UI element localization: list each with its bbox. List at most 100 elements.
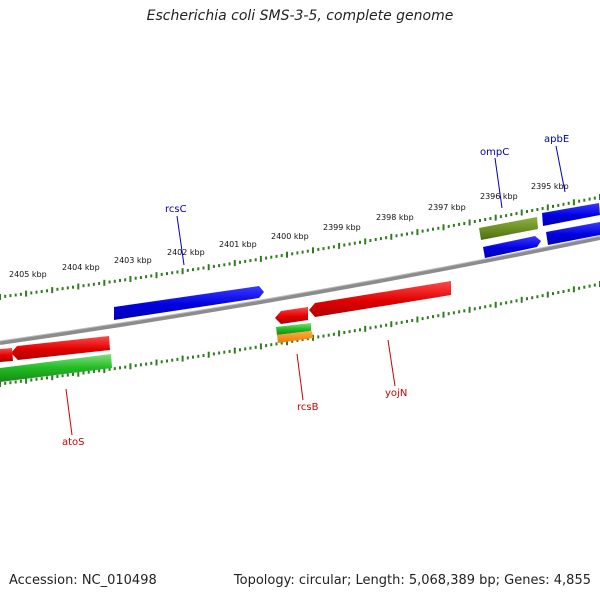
- minor-tick: [531, 296, 534, 300]
- minor-tick: [437, 226, 440, 230]
- minor-tick: [275, 342, 278, 346]
- minor-tick: [473, 307, 476, 311]
- minor-tick: [160, 360, 163, 364]
- feature-rcsB-orange: [277, 331, 313, 343]
- gene-arrow-left-edge: [0, 348, 13, 362]
- minor-tick: [583, 198, 586, 202]
- minor-tick: [343, 243, 346, 247]
- minor-tick: [270, 255, 273, 259]
- feature-atoS-green: [0, 354, 112, 382]
- major-tick: [416, 316, 419, 323]
- minor-tick: [108, 280, 111, 284]
- major-tick: [572, 199, 575, 206]
- minor-tick: [327, 246, 330, 250]
- leader-ompC: [494, 157, 503, 209]
- major-tick: [103, 367, 106, 374]
- minor-tick: [40, 290, 43, 293]
- major-tick: [25, 377, 28, 384]
- major-tick: [286, 251, 288, 258]
- minor-tick: [30, 378, 33, 382]
- minor-tick: [61, 374, 64, 378]
- tick-label: 2398 kbp: [376, 213, 414, 222]
- minor-tick: [192, 355, 194, 359]
- minor-tick: [108, 367, 111, 371]
- major-tick: [259, 343, 262, 350]
- map-title: Escherichia coli SMS-3-5, complete genom…: [146, 8, 454, 24]
- minor-tick: [322, 247, 325, 251]
- minor-tick: [379, 237, 382, 241]
- minor-tick: [197, 354, 200, 358]
- major-tick: [0, 381, 1, 387]
- minor-tick: [317, 335, 320, 339]
- minor-tick: [14, 293, 17, 297]
- minor-tick: [249, 346, 252, 350]
- minor-tick: [484, 218, 487, 221]
- minor-tick: [166, 359, 168, 363]
- minor-tick: [593, 196, 596, 200]
- minor-tick: [82, 284, 85, 288]
- minor-tick: [552, 204, 554, 208]
- major-tick: [416, 229, 419, 236]
- major-tick: [312, 334, 314, 341]
- major-tick: [468, 306, 471, 313]
- minor-tick: [218, 351, 221, 355]
- major-tick: [390, 233, 393, 240]
- minor-tick: [202, 266, 205, 270]
- minor-tick: [499, 302, 502, 306]
- feature-arrow-ompC-region: [479, 217, 538, 240]
- tick-label: 2402 kbp: [167, 248, 205, 257]
- minor-tick: [426, 228, 429, 232]
- major-tick: [338, 330, 341, 337]
- minor-tick: [489, 217, 492, 220]
- minor-tick: [98, 282, 101, 285]
- minor-tick: [421, 317, 424, 321]
- minor-tick: [212, 264, 215, 268]
- gene-label-apbE: apbE: [544, 134, 569, 145]
- leader-apbE: [555, 145, 566, 193]
- tick-label: 2401 kbp: [219, 240, 257, 249]
- minor-tick: [9, 294, 12, 298]
- feature-rcsB-green: [276, 323, 311, 335]
- major-tick: [546, 204, 549, 211]
- major-tick: [77, 283, 80, 290]
- gene-arrow-apbE-cont: [546, 222, 600, 245]
- accession-text: Accession: NC_010498: [9, 573, 157, 588]
- minor-tick: [385, 236, 388, 240]
- genome-backbone-highlight: [0, 235, 600, 342]
- minor-tick: [176, 357, 179, 361]
- minor-tick: [87, 370, 90, 374]
- major-tick: [129, 363, 132, 370]
- minor-tick: [171, 358, 174, 362]
- minor-tick: [348, 242, 351, 246]
- major-tick: [364, 325, 367, 332]
- minor-tick: [353, 329, 356, 333]
- major-tick: [77, 370, 80, 377]
- minor-tick: [160, 272, 163, 276]
- minor-tick: [510, 213, 513, 217]
- minor-tick: [588, 284, 591, 288]
- minor-tick: [124, 278, 127, 282]
- major-tick: [286, 339, 288, 346]
- major-tick: [468, 219, 471, 226]
- major-tick: [442, 224, 445, 231]
- major-tick: [494, 301, 497, 308]
- major-tick: [155, 359, 158, 366]
- minor-tick: [92, 370, 95, 373]
- minor-tick: [56, 287, 59, 291]
- genome-backbone: [0, 236, 600, 345]
- minor-tick: [426, 316, 429, 320]
- leader-rcsC: [176, 215, 185, 266]
- minor-tick: [35, 290, 38, 294]
- minor-tick: [536, 295, 539, 299]
- minor-tick: [447, 312, 450, 316]
- tick-label: 2403 kbp: [114, 256, 152, 265]
- gene-arrow-rcsC: [114, 286, 264, 320]
- minor-tick: [505, 214, 508, 218]
- minor-tick: [588, 197, 591, 201]
- tick-label: 2405 kbp: [9, 270, 47, 279]
- major-tick: [338, 242, 341, 249]
- minor-tick: [395, 234, 398, 238]
- minor-tick: [447, 224, 450, 228]
- minor-tick: [463, 309, 466, 313]
- minor-tick: [56, 375, 59, 378]
